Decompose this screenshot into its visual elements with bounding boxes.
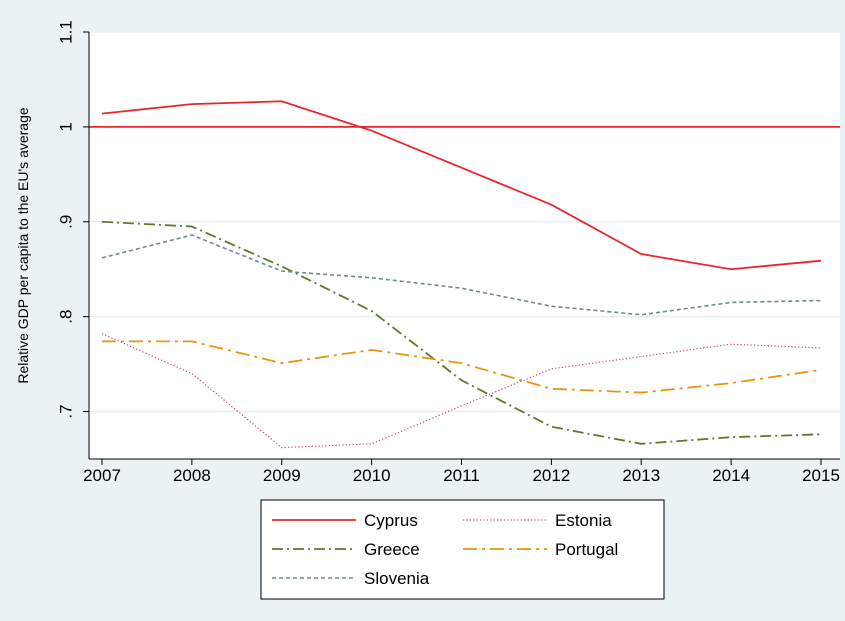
legend-box (260, 499, 665, 600)
series-line-slovenia (101, 234, 822, 316)
y-tick-label: 1.1 (56, 20, 75, 44)
x-tick-label: 2015 (802, 466, 840, 485)
legend-label-cyprus: Cyprus (364, 511, 418, 530)
legend-label-portugal: Portugal (555, 540, 618, 559)
y-tick-label: .9 (56, 215, 75, 229)
y-tick-label: .7 (56, 404, 75, 418)
x-tick-label: 2011 (443, 466, 480, 485)
x-tick-label: 2007 (83, 466, 121, 485)
legend: Cyprus Estonia Greece Portugal Slovenia (272, 511, 618, 588)
x-tick-label: 2014 (712, 466, 750, 485)
legend-label-slovenia: Slovenia (364, 569, 430, 588)
legend-label-greece: Greece (364, 540, 420, 559)
legend-label-estonia: Estonia (555, 511, 612, 530)
series-lines (101, 100, 822, 449)
x-tick-label: 2010 (353, 466, 391, 485)
x-tick-label: 2009 (263, 466, 301, 485)
y-axis-title: Relative GDP per capita to the EU's aver… (15, 107, 31, 384)
plot-area-background (89, 32, 840, 459)
x-tick-label: 2013 (622, 466, 660, 485)
x-tick-label: 2012 (532, 466, 570, 485)
y-tick-label: 1 (56, 122, 75, 131)
grid-lines (89, 31, 840, 413)
x-tick-label: 2008 (173, 466, 211, 485)
axes: .7 .8 .9 1 1.1 2007 2008 2009 2010 2011 2012 2013 20… (15, 20, 840, 485)
y-tick-label: .8 (56, 310, 75, 324)
